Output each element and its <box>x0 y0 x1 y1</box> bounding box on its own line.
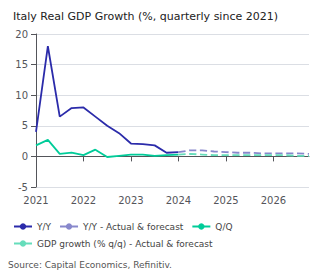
svg-text:2021: 2021 <box>23 195 48 206</box>
svg-text:-5: -5 <box>18 182 28 193</box>
svg-text:0: 0 <box>22 151 28 162</box>
svg-text:GDP growth (% q/q) - Actual &: GDP growth (% q/q) - Actual & forecast <box>37 239 213 249</box>
svg-text:20: 20 <box>15 29 28 40</box>
svg-text:Q/Q: Q/Q <box>215 222 232 232</box>
svg-text:2023: 2023 <box>118 195 143 206</box>
svg-text:2025: 2025 <box>213 195 238 206</box>
svg-text:2024: 2024 <box>166 195 191 206</box>
svg-text:2022: 2022 <box>71 195 96 206</box>
svg-text:5: 5 <box>22 120 28 131</box>
svg-text:Italy Real GDP Growth (%, quar: Italy Real GDP Growth (%, quarterly sinc… <box>13 10 278 23</box>
svg-text:Y/Y - Actual & forecast: Y/Y - Actual & forecast <box>82 222 184 232</box>
svg-text:Source: Capital Economics, Ref: Source: Capital Economics, Refinitiv. <box>8 260 172 270</box>
svg-text:2026: 2026 <box>261 195 286 206</box>
svg-text:10: 10 <box>15 90 28 101</box>
svg-text:Y/Y: Y/Y <box>36 222 52 232</box>
svg-text:15: 15 <box>15 59 28 70</box>
